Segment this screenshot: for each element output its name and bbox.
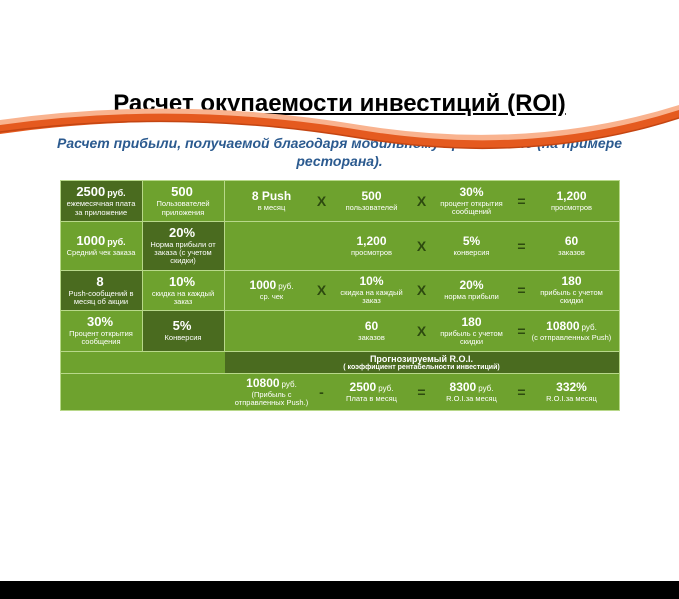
calc-cell: 1,200просмотров (331, 235, 413, 257)
table-row: 8Push-сообщений в месяц об акции10%скидк… (61, 271, 619, 312)
calc-row: 1,200просмотровX5%конверсия=60заказов (225, 222, 619, 270)
left-metric-cell: 500Пользователей приложения (143, 181, 225, 221)
operator: = (513, 238, 531, 254)
operator: X (313, 282, 331, 298)
calc-row: 8 Pushв месяцX500пользователейX30%процен… (225, 181, 619, 221)
calc-cell: 180прибыль с учетом скидки (431, 316, 513, 347)
calc-cell: 500пользователей (331, 190, 413, 212)
calc-cell: 10%скидка на каждый заказ (331, 275, 413, 306)
calc-cell: 20%норма прибыли (431, 279, 513, 301)
table-row: 30%Процент открытия сообщения5%Конверсия… (61, 311, 619, 352)
operator: X (313, 193, 331, 209)
table-row: 2500руб.ежемесячная плата за приложение5… (61, 181, 619, 222)
left-metric-cell: 5%Конверсия (143, 311, 225, 351)
calc-cell: 2500руб.Плата в месяц (331, 381, 413, 403)
calc-cell: 10800руб.(с отправленных Push) (531, 320, 613, 342)
operator: X (413, 193, 431, 209)
calc-cell: 10800руб.(Прибыль с отправленных Push.) (231, 377, 313, 408)
forecast-row: 10800руб.(Прибыль с отправленных Push.)-… (61, 374, 619, 411)
operator: X (413, 323, 431, 339)
table-row: 1000руб.Средний чек заказа20%Норма прибы… (61, 222, 619, 271)
forecast-label-wrap: Прогнозируемый R.O.I.( коэффициент рента… (61, 352, 619, 374)
left-metric-cell: 20%Норма прибыли от заказа (с учетом ски… (143, 222, 225, 270)
calc-row: 1000руб.ср. чекX10%скидка на каждый зака… (225, 271, 619, 311)
footer-bar (0, 581, 679, 599)
operator: X (413, 238, 431, 254)
calc-row: 10800руб.(Прибыль с отправленных Push.)-… (225, 374, 619, 411)
left-metric-cell: 30%Процент открытия сообщения (61, 311, 143, 351)
calc-cell: 180прибыль с учетом скидки (531, 275, 613, 306)
operator: = (513, 282, 531, 298)
left-metric-cell: 1000руб.Средний чек заказа (61, 222, 143, 270)
calc-cell (231, 245, 313, 246)
calc-row: 60заказовX180прибыль с учетом скидки=108… (225, 311, 619, 351)
operator: = (513, 193, 531, 209)
calc-cell: 1,200просмотров (531, 190, 613, 212)
operator: X (413, 282, 431, 298)
left-metric-cell: 8Push-сообщений в месяц об акции (61, 271, 143, 311)
left-metric-cell: 2500руб.ежемесячная плата за приложение (61, 181, 143, 221)
operator: = (413, 384, 431, 400)
calc-cell (231, 330, 313, 331)
calc-cell: 332%R.O.I.за месяц (531, 381, 613, 403)
page-subtitle: Расчет прибыли, получаемой благодаря моб… (40, 134, 639, 170)
forecast-label: Прогнозируемый R.O.I.( коэффициент рента… (225, 352, 619, 373)
calc-cell: 1000руб.ср. чек (231, 279, 313, 301)
operator: = (513, 323, 531, 339)
page-title: Расчет окупаемости инвестиций (ROI) (0, 90, 679, 118)
left-metric-cell: 10%скидка на каждый заказ (143, 271, 225, 311)
calc-cell: 60заказов (331, 320, 413, 342)
calc-cell: 8 Pushв месяц (231, 190, 313, 212)
operator: - (313, 384, 331, 400)
calc-cell: 60заказов (531, 235, 613, 257)
calc-cell: 5%конверсия (431, 235, 513, 257)
calc-cell: 8300руб.R.O.I.за месяц (431, 381, 513, 403)
operator: = (513, 384, 531, 400)
roi-table: 2500руб.ежемесячная плата за приложение5… (60, 180, 620, 411)
calc-cell: 30%процент открытия сообщений (431, 186, 513, 217)
